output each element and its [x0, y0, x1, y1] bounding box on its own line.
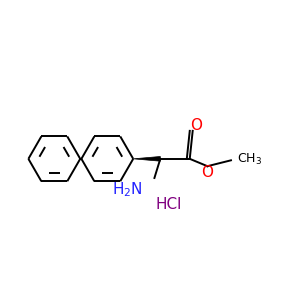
Text: O: O: [190, 118, 202, 133]
Polygon shape: [133, 157, 160, 161]
Text: O: O: [201, 165, 213, 180]
Text: CH$_3$: CH$_3$: [238, 152, 262, 167]
Text: H$_2$N: H$_2$N: [112, 180, 143, 199]
Text: HCl: HCl: [156, 197, 182, 212]
